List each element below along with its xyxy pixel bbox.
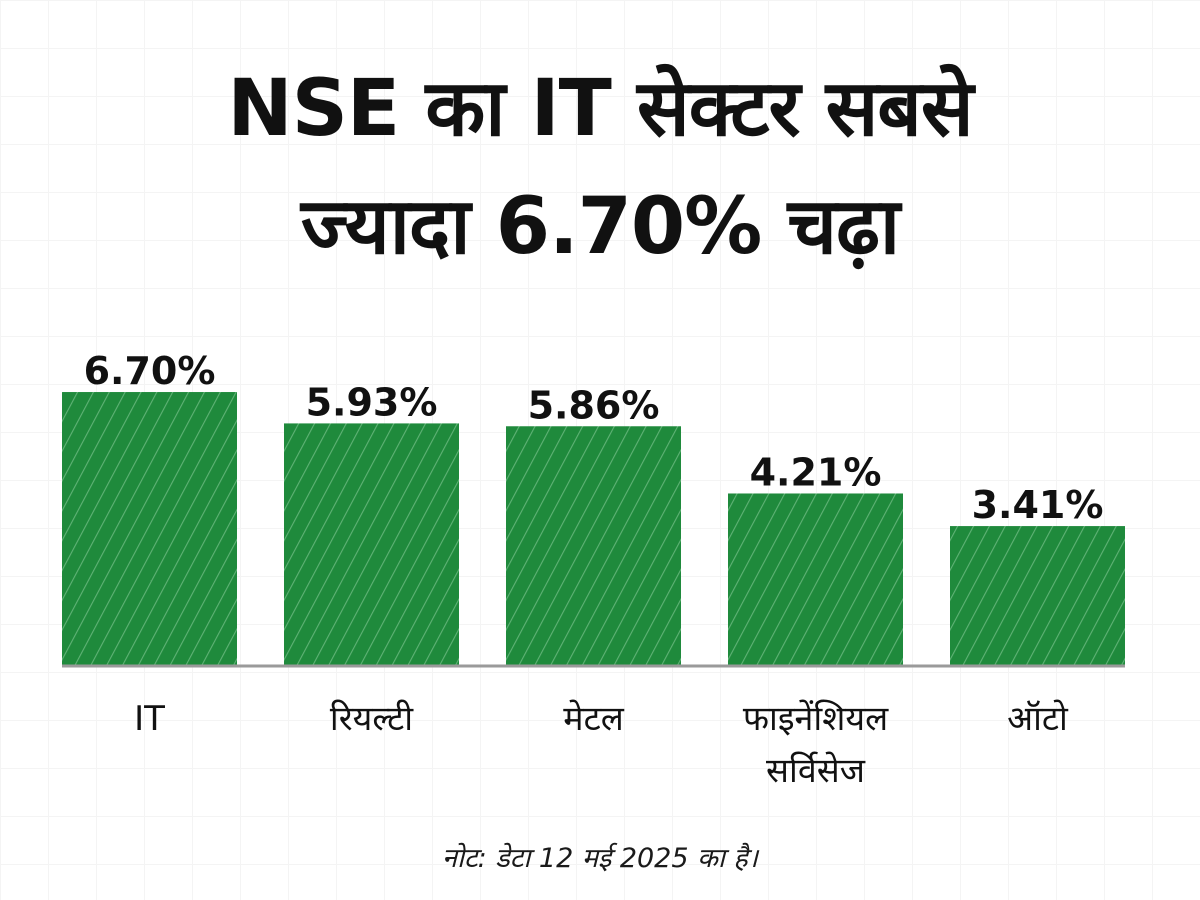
chart-title-line-1: NSE का IT सेक्टर सबसे — [227, 64, 973, 154]
category-label-2: रियल्टी — [330, 699, 414, 739]
value-label-3: 5.86% — [528, 383, 660, 427]
bar-5 — [950, 526, 1125, 665]
category-label-4-line-2: सर्विसेज — [766, 751, 866, 791]
value-label-5: 3.41% — [972, 483, 1104, 527]
bar-4 — [728, 493, 903, 665]
category-label-3: मेटल — [563, 699, 624, 739]
bar-2 — [284, 423, 459, 665]
category-label-1: IT — [134, 699, 165, 739]
category-label-5: ऑटो — [1007, 699, 1069, 739]
bar-3 — [506, 426, 681, 665]
value-label-1: 6.70% — [84, 349, 216, 393]
category-label-4-line-1: फाइनेंशियल — [743, 699, 889, 739]
value-label-4: 4.21% — [750, 450, 882, 494]
value-label-2: 5.93% — [306, 380, 438, 424]
chart-title: NSE का IT सेक्टर सबसे ज्यादा 6.70% चढ़ा — [0, 50, 1200, 286]
labels-layer: 6.70% IT 5.93% रियल्टी 5.86% मेटल 4.21% फाइनेंश… — [84, 349, 1104, 791]
footnote: नोट: डेटा 12 मई 2025 का है। — [442, 843, 758, 874]
bars-layer — [62, 392, 1125, 665]
chart-title-line-2: ज्यादा 6.70% चढ़ा — [300, 182, 900, 272]
bar-1 — [62, 392, 237, 665]
